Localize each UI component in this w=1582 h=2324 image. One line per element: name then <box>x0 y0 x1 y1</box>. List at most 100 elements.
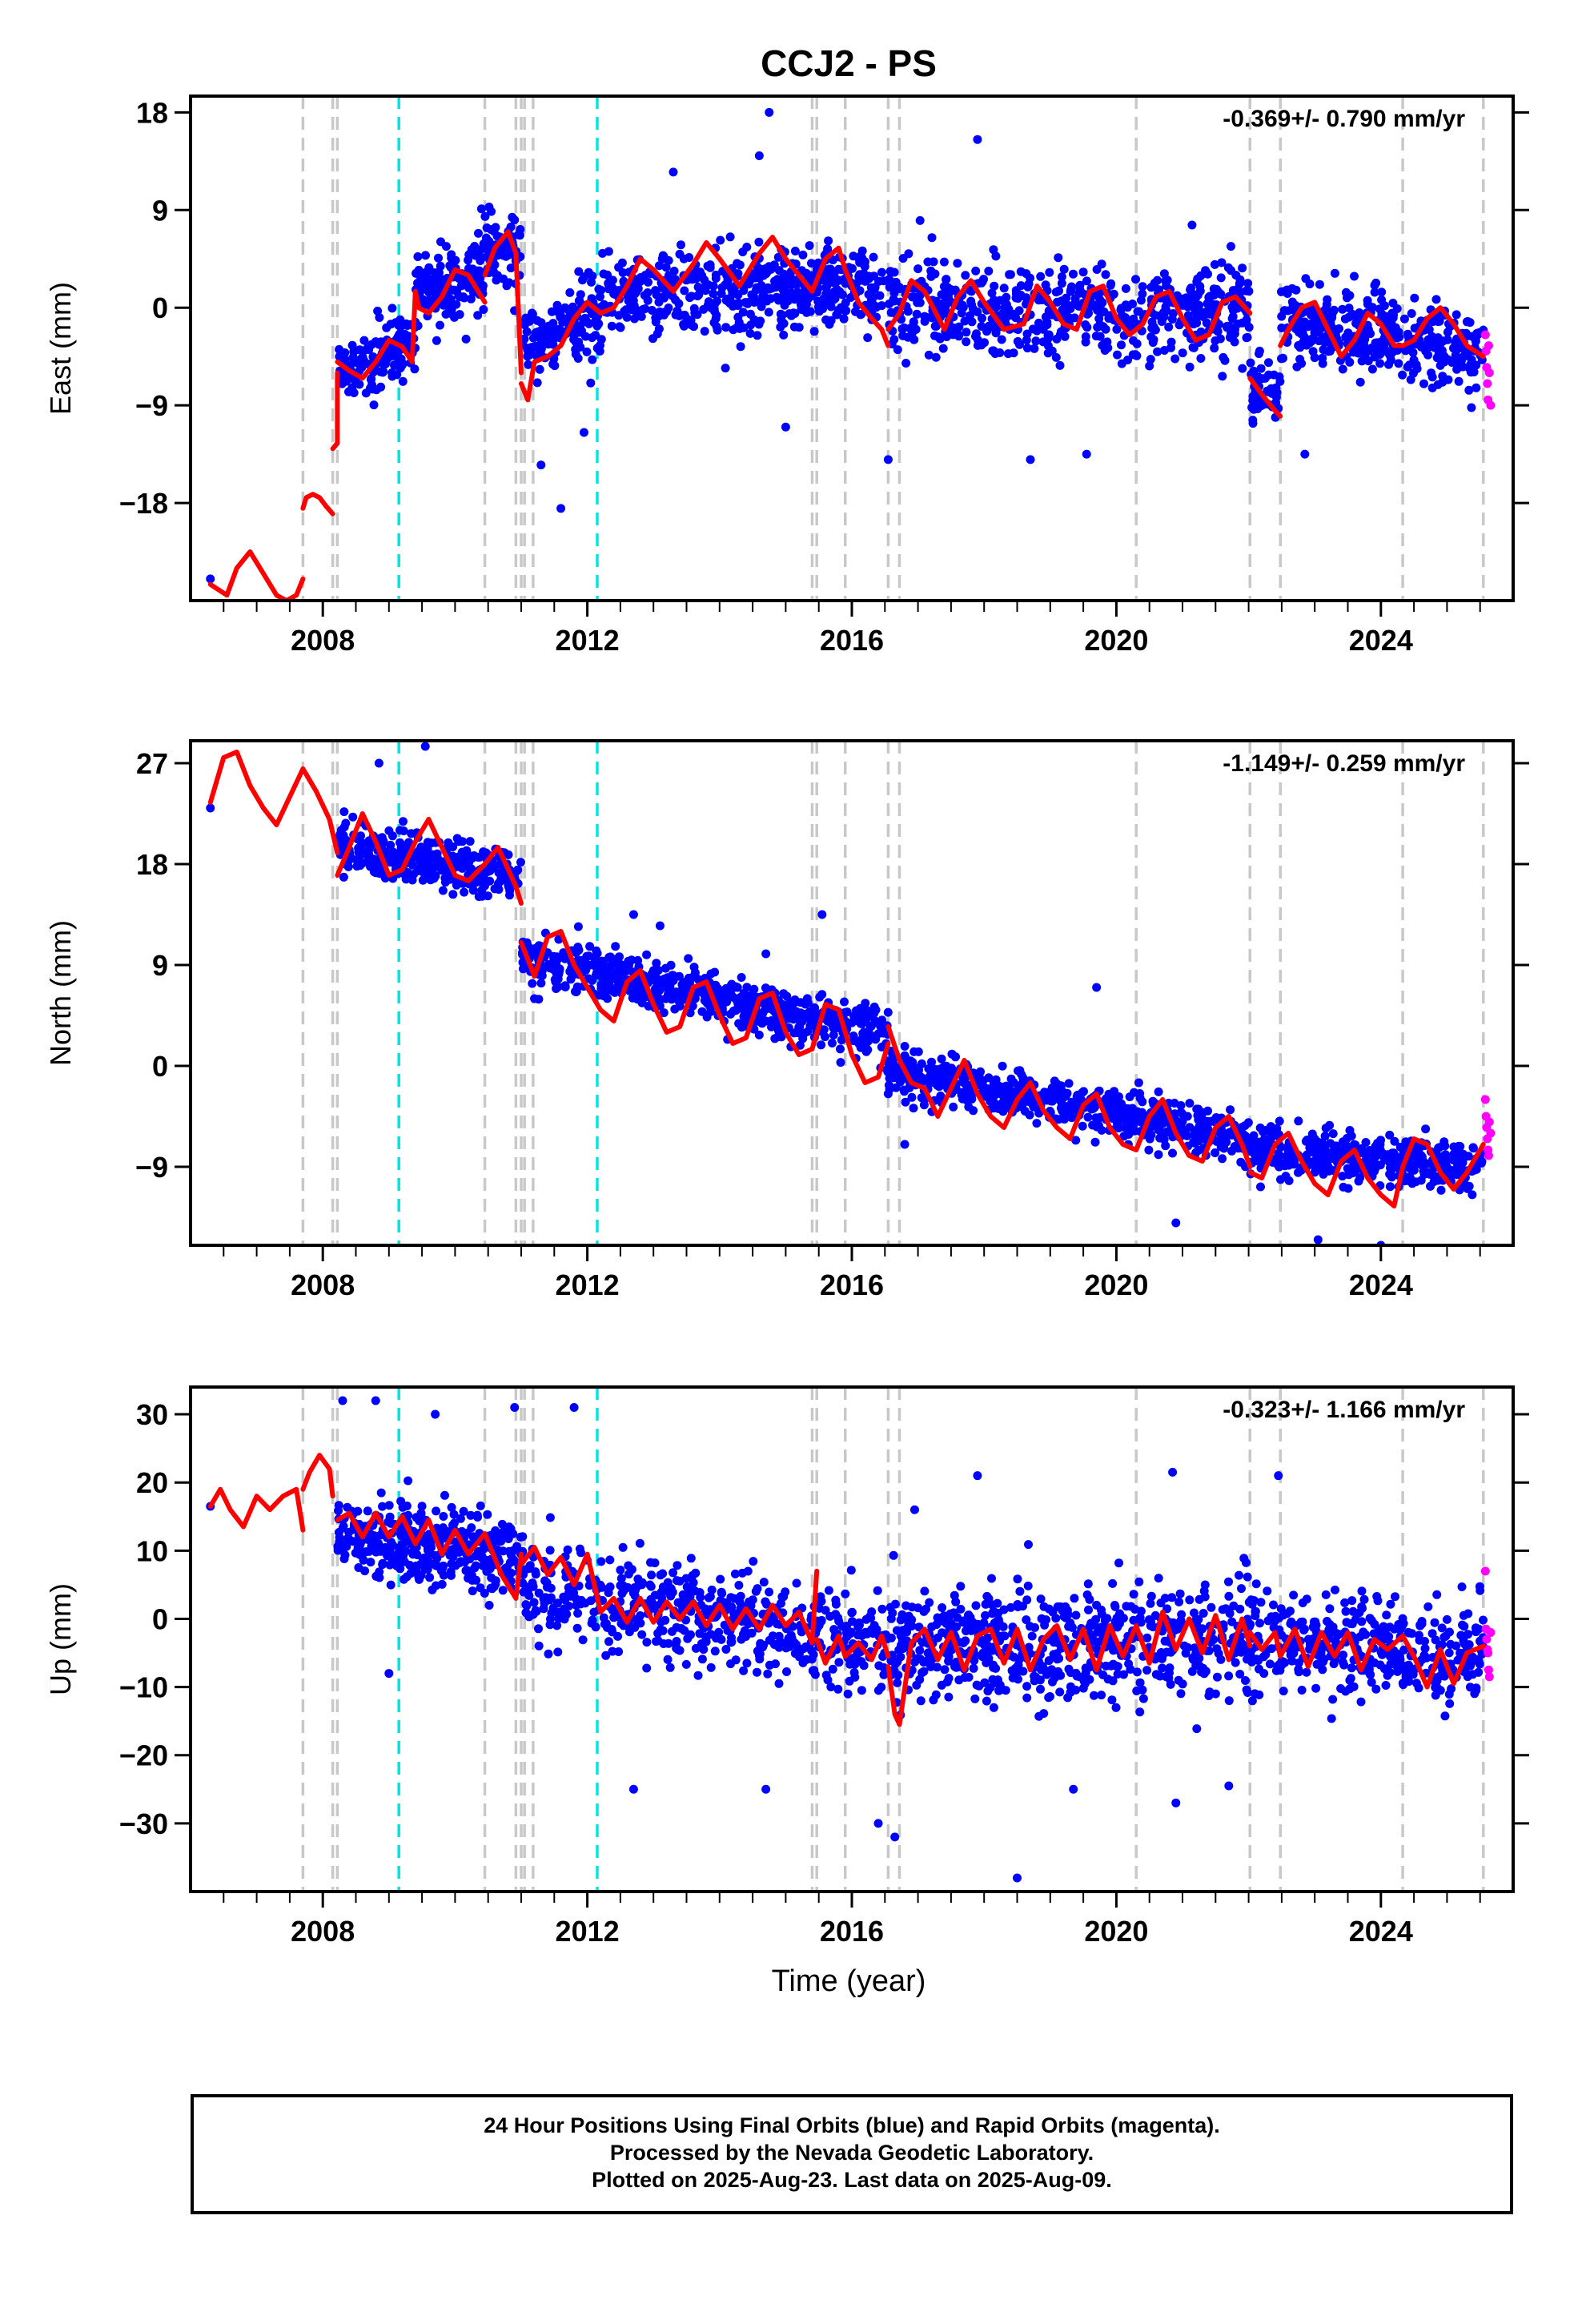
data-point <box>789 322 799 332</box>
model-line <box>519 235 891 403</box>
rapid-orbit-point <box>1486 1128 1496 1138</box>
data-point <box>587 294 596 304</box>
data-point <box>605 983 615 992</box>
data-point <box>1410 293 1419 303</box>
data-point <box>1168 309 1178 318</box>
data-point <box>966 311 974 320</box>
data-point <box>917 1093 926 1103</box>
data-point <box>930 331 939 340</box>
data-point <box>344 1528 354 1537</box>
data-point <box>937 1072 946 1081</box>
x-tick-label: 2012 <box>556 1269 620 1301</box>
data-point <box>525 316 535 326</box>
data-point <box>607 321 616 331</box>
data-point <box>1220 356 1230 365</box>
data-point <box>1078 267 1088 277</box>
data-point <box>366 1558 375 1567</box>
data-point <box>655 921 665 931</box>
data-point <box>1390 1136 1399 1146</box>
data-point <box>1198 1108 1207 1117</box>
data-point <box>1106 279 1116 288</box>
data-point <box>439 1512 448 1521</box>
data-point <box>911 292 921 302</box>
data-point <box>355 846 364 856</box>
data-point <box>856 1003 865 1013</box>
data-point <box>901 1097 910 1107</box>
data-point <box>849 251 858 261</box>
data-point <box>1451 338 1460 348</box>
data-point <box>1248 396 1258 405</box>
data-point <box>434 253 443 263</box>
data-point <box>438 886 448 895</box>
data-point <box>912 309 921 319</box>
data-point <box>857 1686 866 1695</box>
data-point <box>1032 326 1042 336</box>
data-point <box>603 994 612 1003</box>
data-point <box>604 965 614 975</box>
data-point <box>1443 328 1452 337</box>
data-point <box>1372 338 1382 348</box>
model-line <box>330 370 340 452</box>
data-point <box>1388 299 1398 308</box>
data-point <box>1138 282 1147 292</box>
data-point <box>1310 1168 1319 1177</box>
data-point <box>709 318 719 328</box>
data-point <box>828 255 837 265</box>
data-point <box>1146 355 1155 364</box>
data-point <box>1301 274 1311 283</box>
data-point <box>939 257 949 267</box>
data-point <box>814 307 824 316</box>
data-point <box>1354 1176 1363 1186</box>
data-point <box>857 246 867 255</box>
data-point <box>755 273 765 283</box>
data-point <box>779 319 789 328</box>
data-point <box>423 854 432 863</box>
data-point <box>1164 322 1174 332</box>
data-point <box>1394 359 1403 368</box>
data-point <box>1281 1172 1291 1181</box>
data-point <box>712 311 721 320</box>
data-point <box>1311 1143 1321 1152</box>
data-point <box>1355 340 1365 350</box>
y-axis-label: North (mm) <box>44 920 77 1066</box>
data-point <box>1006 270 1015 279</box>
data-point <box>378 1558 387 1568</box>
data-point <box>397 1540 407 1549</box>
data-point <box>727 284 737 294</box>
data-point <box>809 327 819 336</box>
data-point <box>586 378 596 388</box>
data-point <box>1304 306 1314 315</box>
data-point <box>359 356 368 365</box>
data-point <box>1124 1109 1133 1119</box>
data-point <box>1238 1123 1247 1132</box>
data-point <box>1439 336 1447 346</box>
data-point <box>1361 1138 1371 1147</box>
data-point <box>398 1551 408 1561</box>
model-line <box>207 750 340 855</box>
data-point <box>1047 1096 1057 1106</box>
data-point <box>1253 404 1263 413</box>
data-point <box>992 1089 1001 1099</box>
rapid-orbit-point <box>1480 1095 1490 1104</box>
data-point <box>991 1075 1001 1084</box>
data-point <box>1318 359 1327 368</box>
data-point <box>643 296 652 305</box>
data-point <box>1468 1144 1478 1153</box>
data-point <box>1321 1152 1330 1162</box>
data-point <box>1248 419 1258 428</box>
data-point <box>1249 366 1259 376</box>
x-tick-label: 2008 <box>291 1269 355 1301</box>
data-point <box>854 1039 864 1048</box>
data-point <box>763 997 773 1007</box>
data-point <box>754 1030 764 1039</box>
data-point <box>898 331 908 340</box>
data-point <box>889 295 898 304</box>
data-point <box>1051 352 1061 362</box>
data-point <box>1230 337 1239 347</box>
data-point <box>877 1015 887 1025</box>
data-point <box>1045 267 1054 277</box>
data-point <box>1355 377 1365 387</box>
